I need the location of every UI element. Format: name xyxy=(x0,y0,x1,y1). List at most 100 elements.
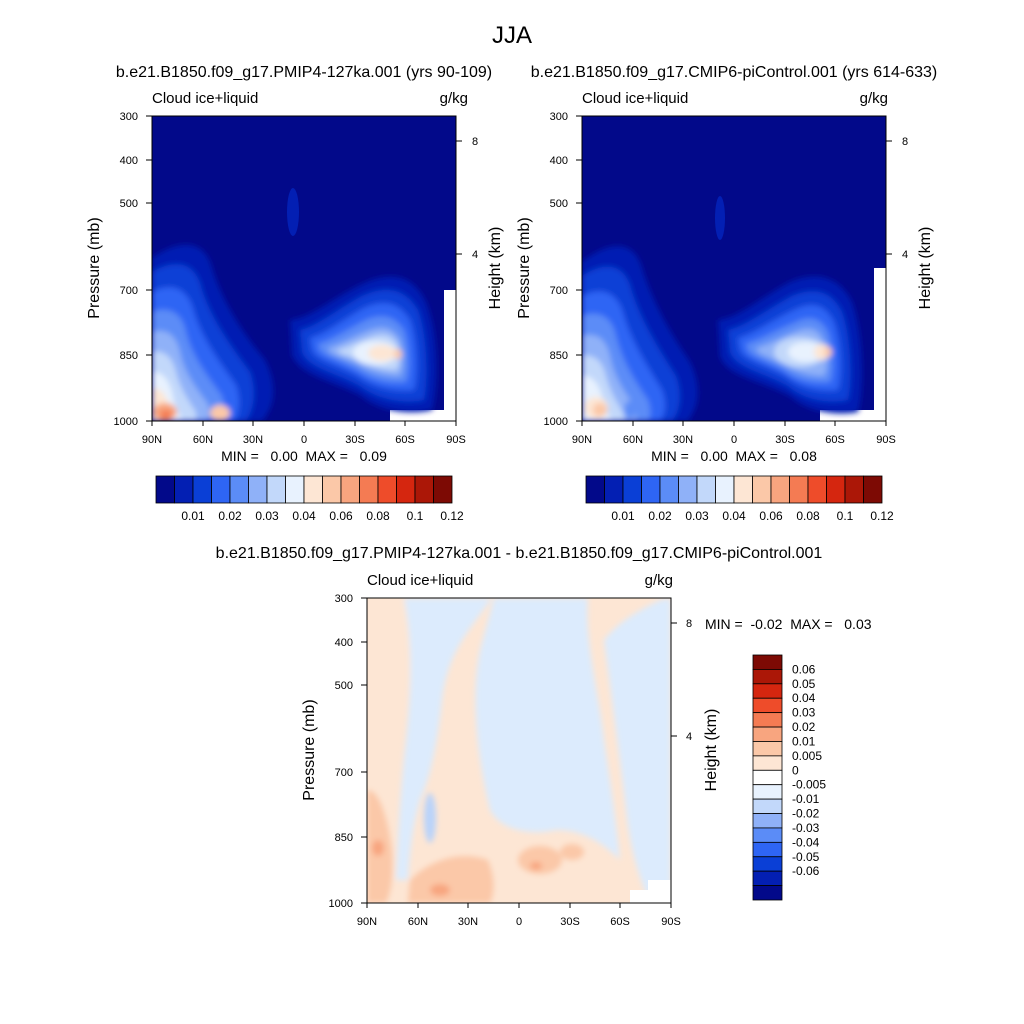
colorbar: 0.01 0.02 0.03 0.04 0.06 0.08 0.1 0.12 xyxy=(585,475,894,523)
y-tick-label: 700 xyxy=(120,285,138,297)
colorbar-swatch xyxy=(285,475,305,504)
y2-axis-label: Height (km) xyxy=(703,709,720,792)
colorbar-swatch xyxy=(641,475,661,504)
colorbar-label: -0.01 xyxy=(792,792,820,806)
colorbar-swatches xyxy=(752,654,783,901)
y2-tick-label: 8 xyxy=(902,136,908,148)
y2-tick-label: 8 xyxy=(686,618,692,630)
colorbar-label: 0.02 xyxy=(218,509,242,523)
colorbar-label: 0.03 xyxy=(685,509,709,523)
colorbar-swatch xyxy=(696,475,716,504)
variable-label: Cloud ice+liquid xyxy=(152,90,258,107)
units-label: g/kg xyxy=(645,572,673,589)
contour-level xyxy=(430,884,450,896)
colorbar-swatch xyxy=(322,475,342,504)
colorbar-label: 0.1 xyxy=(837,509,854,523)
contour-level xyxy=(210,405,230,421)
variable-label: Cloud ice+liquid xyxy=(367,572,473,589)
colorbar-label: 0.03 xyxy=(255,509,279,523)
colorbar-label: 0.03 xyxy=(792,706,816,720)
colorbar-swatch xyxy=(396,475,416,504)
x-tick-label: 60S xyxy=(395,434,415,446)
colorbar-label: 0.02 xyxy=(648,509,672,523)
contour-level xyxy=(530,862,542,870)
colorbar-label: 0.12 xyxy=(440,509,464,523)
x-tick-label: 30S xyxy=(345,434,365,446)
colorbar-swatch xyxy=(752,712,783,728)
contour-level xyxy=(518,846,562,874)
colorbar-label: 0.01 xyxy=(181,509,205,523)
contour-level xyxy=(367,598,460,795)
colorbar-label: 0.02 xyxy=(792,720,816,734)
y-axis: 300 400 500 700 850 1000 Pressure (mb) xyxy=(516,111,582,428)
colorbar-label: 0.05 xyxy=(792,677,816,691)
colorbar-label: 0.12 xyxy=(870,509,894,523)
colorbar-label: 0.06 xyxy=(329,509,353,523)
colorbar-label: -0.02 xyxy=(792,807,820,821)
y-axis-label: Pressure (mb) xyxy=(301,699,318,800)
y2-axis: 8 4 Height (km) xyxy=(456,136,504,309)
contour-level xyxy=(560,844,584,860)
y-tick-label: 400 xyxy=(120,155,138,167)
y-tick-label: 300 xyxy=(550,111,568,123)
y-axis-label: Pressure (mb) xyxy=(86,217,103,318)
colorbar-swatches xyxy=(155,475,453,504)
colorbar-swatch xyxy=(752,841,783,858)
colorbar-label: -0.05 xyxy=(792,850,820,864)
colorbar-swatch xyxy=(807,475,827,504)
colorbar-swatch xyxy=(155,475,175,504)
colorbar-swatch xyxy=(789,475,809,504)
colorbar-swatch xyxy=(604,475,624,504)
x-tick-label: 60N xyxy=(193,434,213,446)
contour-level xyxy=(396,598,492,880)
y2-axis-label: Height (km) xyxy=(487,227,504,310)
colorbar-swatch xyxy=(340,475,360,504)
colorbar-label: -0.06 xyxy=(792,864,820,878)
x-tick-label: 30N xyxy=(458,916,478,928)
y2-tick-label: 4 xyxy=(902,249,908,261)
contour-level xyxy=(788,342,824,362)
colorbar-swatch xyxy=(229,475,249,504)
contour-level xyxy=(624,401,636,419)
y-tick-label: 850 xyxy=(120,350,138,362)
page-title: JJA xyxy=(492,22,532,49)
x-tick-label: 0 xyxy=(301,434,307,446)
x-axis: 90N 60N 30N 0 30S 60S 90S xyxy=(142,421,466,446)
missing-data-region xyxy=(820,410,886,421)
contour-level xyxy=(287,188,299,236)
x-tick-label: 90S xyxy=(661,916,681,928)
colorbar-swatch xyxy=(585,475,605,504)
panel-title: b.e21.B1850.f09_g17.PMIP4-127ka.001 - b.… xyxy=(216,545,823,562)
y2-axis-label: Height (km) xyxy=(917,227,934,310)
colorbar-swatch xyxy=(752,755,783,771)
colorbar-swatch xyxy=(733,475,753,504)
y2-axis: 8 4 Height (km) xyxy=(886,136,934,309)
colorbar-swatch xyxy=(414,475,434,504)
colorbar: 0.01 0.02 0.03 0.04 0.06 0.08 0.1 0.12 xyxy=(155,475,464,523)
colorbar-swatch xyxy=(752,669,783,685)
colorbar-swatch xyxy=(622,475,642,504)
x-axis: 90N 60N 30N 0 30S 60S 90S xyxy=(357,903,681,928)
colorbar-label: 0.01 xyxy=(792,734,816,748)
x-tick-label: 90N xyxy=(142,434,162,446)
colorbar-swatch xyxy=(359,475,379,504)
colorbar-swatch xyxy=(377,475,397,504)
y-tick-label: 1000 xyxy=(544,416,568,428)
colorbar-label: -0.005 xyxy=(792,778,826,792)
y-tick-label: 850 xyxy=(335,832,353,844)
colorbar-swatch xyxy=(844,475,864,504)
colorbar-swatch xyxy=(266,475,286,504)
contour-field xyxy=(582,116,886,421)
colorbar-label: 0 xyxy=(792,763,799,777)
colorbar-swatch xyxy=(752,654,783,670)
colorbar-swatch xyxy=(752,726,783,742)
colorbar-swatch xyxy=(770,475,790,504)
colorbar-swatch xyxy=(752,784,783,800)
colorbar-swatch xyxy=(248,475,268,504)
y-tick-label: 850 xyxy=(550,350,568,362)
y-tick-label: 300 xyxy=(335,593,353,605)
y2-tick-label: 4 xyxy=(472,249,478,261)
y2-axis: 8 4 Height (km) xyxy=(671,618,720,791)
colorbar-swatch xyxy=(752,741,783,757)
y-tick-label: 500 xyxy=(335,680,353,692)
